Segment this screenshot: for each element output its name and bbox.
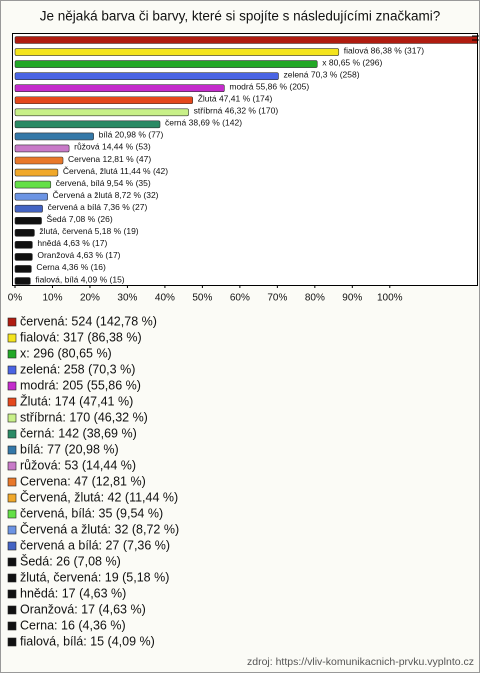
legend-swatch (7, 365, 17, 375)
legend-swatch (7, 637, 17, 647)
bar (14, 96, 193, 105)
x-tick-label: 50% (192, 293, 212, 304)
x-tick-label: 70% (267, 293, 287, 304)
bar (14, 192, 48, 201)
legend-swatch (7, 525, 17, 535)
value-label: zelená 70,3 % (258) (283, 69, 359, 79)
value-label: růžová 14,44 % (53) (74, 142, 151, 152)
bar (14, 204, 43, 213)
legend-swatch (7, 573, 17, 583)
bar (14, 156, 64, 165)
x-tick-label: 20% (80, 293, 100, 304)
value-label: žlutá, červená 5,18 % (19) (39, 226, 138, 236)
legend-swatch (7, 621, 17, 631)
legend-swatch (7, 461, 17, 471)
legend-label: červená, bílá: 35 (9,54 %) (20, 506, 163, 520)
legend-swatch (7, 477, 17, 487)
bar (14, 265, 32, 273)
bar (14, 48, 340, 56)
legend-swatch (7, 557, 17, 567)
legend-label: fialová: 317 (86,38 %) (20, 330, 142, 344)
bar (14, 72, 279, 80)
legend-label: černá: 142 (38,69 %) (20, 426, 137, 440)
bar (14, 132, 94, 141)
legend-label: Červená a žlutá: 32 (8,72 %) (20, 521, 179, 536)
legend-label: žlutá, červená: 19 (5,18 %) (20, 570, 169, 584)
bar (14, 277, 31, 285)
legend-label: Cervena: 47 (12,81 %) (20, 474, 146, 488)
legend-label: Žlutá: 174 (47,41 %) (20, 393, 133, 408)
bar (14, 229, 35, 237)
legend-label: Oranžová: 17 (4,63 %) (20, 602, 146, 616)
chart-title: Je nějaká barva či barvy, které si spojí… (40, 9, 440, 24)
value-label: černá 38,69 % (142) (165, 118, 242, 128)
bar (14, 253, 33, 261)
legend-label: fialová, bílá: 15 (4,09 %) (20, 634, 155, 648)
value-label: Oranžová 4,63 % (17) (37, 250, 120, 260)
bar (14, 144, 70, 153)
legend-label: bílá: 77 (20,98 %) (20, 442, 119, 456)
value-label: x 80,65 % (296) (322, 57, 382, 67)
legend-swatch (7, 413, 17, 423)
value-label: fialová 86,38 % (317) (344, 45, 424, 55)
bar (14, 241, 33, 249)
value-label: červená, bílá 9,54 % (35) (56, 178, 151, 188)
value-label: bílá 20,98 % (77) (99, 130, 164, 140)
value-label: Žlutá 47,41 % (174) (198, 94, 273, 104)
bar (14, 108, 189, 117)
x-tick-label: 80% (305, 293, 325, 304)
legend-swatch (7, 397, 17, 407)
legend-swatch (7, 381, 17, 391)
bar (14, 36, 477, 44)
bar (14, 60, 318, 68)
value-label: stříbrná 46,32 % (170) (194, 106, 279, 116)
bar (14, 180, 52, 189)
value-label: Červená, žlutá 11,44 % (42) (63, 166, 168, 176)
x-tick-label: 30% (117, 293, 137, 304)
x-tick-label: 60% (230, 293, 250, 304)
legend-swatch (7, 493, 17, 503)
source: zdroj: https://vliv-komunikacnich-prvku.… (247, 656, 474, 668)
legend-swatch (7, 349, 17, 359)
x-tick-label: 0% (8, 293, 23, 304)
legend-swatch (7, 333, 17, 343)
legend-label: hnědá: 17 (4,63 %) (20, 586, 126, 600)
x-tick-label: 100% (377, 293, 403, 304)
legend-label: Červená, žlutá: 42 (11,44 %) (20, 489, 178, 504)
bar (14, 216, 42, 225)
legend-swatch (7, 589, 17, 599)
legend-label: x: 296 (80,65 %) (20, 346, 112, 360)
legend-label: modrá: 205 (55,86 %) (20, 378, 141, 392)
x-tick-label: 10% (42, 293, 62, 304)
value-label: fialová, bílá 4,09 % (15) (35, 274, 124, 284)
bars (14, 36, 477, 285)
legend-label: zelená: 258 (70,3 %) (20, 362, 135, 376)
legend-label: červená a bílá: 27 (7,36 %) (20, 538, 170, 552)
legend-swatch (7, 605, 17, 615)
value-label: Cervena 12,81 % (47) (68, 154, 151, 164)
legend-swatch (7, 429, 17, 439)
value-label: hnědá 4,63 % (17) (37, 238, 107, 248)
legend-swatch (7, 541, 17, 551)
legend-label: růžová: 53 (14,44 %) (20, 458, 136, 472)
value-label: Cerna 4,36 % (16) (36, 262, 106, 272)
value-label: modrá 55,86 % (205) (229, 81, 309, 91)
value-label: červená a bílá 7,36 % (27) (48, 202, 148, 212)
x-tick-label: 40% (155, 293, 175, 304)
legend-swatch (7, 445, 17, 455)
legend-label: Šedá: 26 (7,08 %) (20, 553, 121, 568)
bar (14, 120, 161, 129)
legend-label: stříbrná: 170 (46,32 %) (20, 410, 148, 424)
bar (14, 84, 225, 92)
value-label: Červená a žlutá 8,72 % (32) (53, 190, 159, 200)
legend-label: Cerna: 16 (4,36 %) (20, 618, 126, 632)
legend-swatch (7, 509, 17, 519)
legend-swatch (7, 317, 17, 327)
bar (14, 168, 59, 177)
legend-label: červená: 524 (142,78 %) (20, 314, 157, 328)
x-tick-label: 90% (342, 293, 362, 304)
value-label: Šedá 7,08 % (26) (47, 214, 113, 224)
